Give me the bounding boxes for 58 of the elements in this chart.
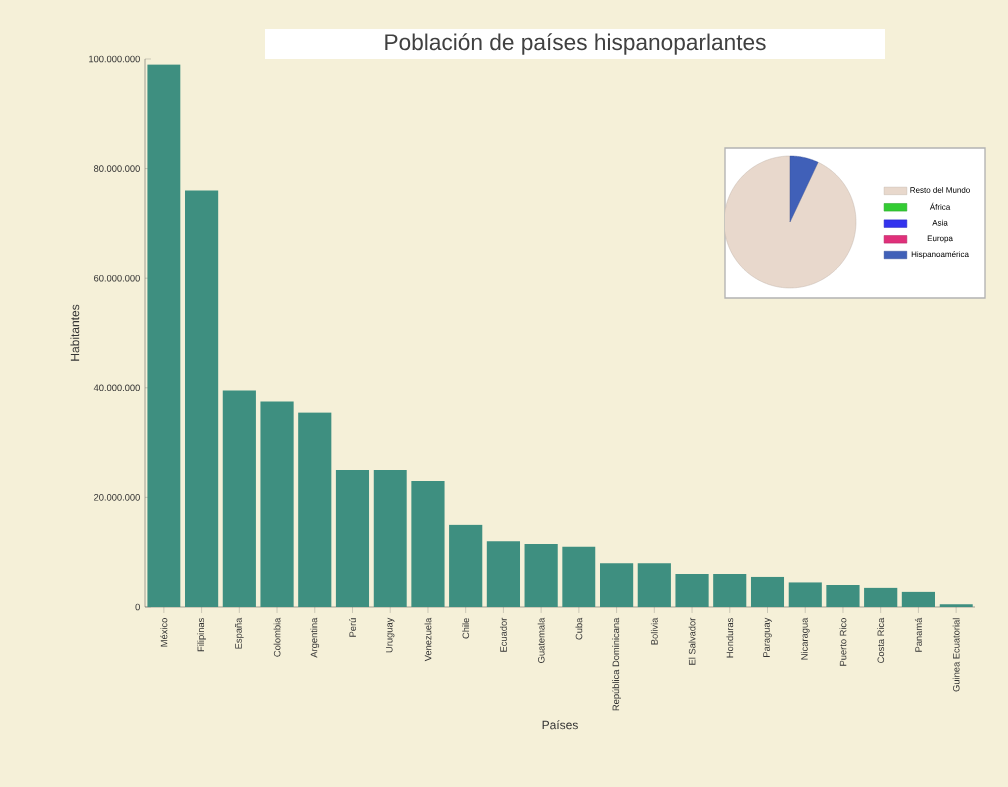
x-tick-label: El Salvador [688,617,696,665]
x-axis-title: Países [542,720,578,730]
bar [184,190,219,607]
x-tick-label: España [235,617,244,649]
x-tick-label: Bolivia [650,617,658,645]
x-tick-label: Chile [462,618,470,639]
bar [562,546,596,607]
x-tick-label: República Dominicana [612,617,622,711]
x-tick-label: Uruguay [386,617,395,653]
category-label: África [929,202,951,210]
bar [298,412,332,607]
bar [449,524,483,607]
bar [373,469,407,607]
bar [713,574,747,607]
x-tick-label: Puerto Rico [839,618,847,666]
y-tick-label: 40.000.000 [93,384,140,392]
category-label: Europa [927,235,953,243]
category-label: Asia [932,219,948,226]
bar [901,591,936,607]
bar [222,390,256,607]
bar [411,480,445,607]
x-tick-label: Cuba [575,617,583,640]
y-tick-label: 60.000.000 [94,274,140,282]
bar [750,576,785,607]
x-tick-label: Colombia [273,617,281,657]
bar [335,469,370,607]
bar [675,574,709,607]
x-tick-label: Filipinas [197,618,206,652]
x-tick-label: Perú [349,618,356,637]
chart-title: Población de países hispanoparlantes [385,33,766,55]
legend-label: Hispanoamérica [911,251,969,259]
x-tick-label: Guatemala [537,617,545,663]
bar [637,563,671,607]
bar [486,541,521,607]
y-tick-label: 80.000.000 [93,165,140,172]
x-tick-label: Guinea Ecuatorial [952,618,960,692]
y-axis-title: Habitantes [70,304,80,361]
x-tick-label: Ecuador [499,617,507,652]
x-tick-label: Nicaragua [800,617,810,660]
x-tick-label: Costa Rica [877,617,885,663]
bar [864,587,898,607]
x-tick-label: Honduras [726,618,734,658]
y-tick-label: 20.000.000 [94,494,140,501]
x-tick-label: México [160,618,168,647]
x-tick-label: Panamá [914,617,922,652]
y-tick-label: 0 [135,603,140,611]
x-tick-label: Paraguay [763,617,772,657]
bar [939,604,973,607]
y-tick-label: 100.000.000 [89,55,140,63]
bar [260,401,294,607]
bar [599,563,634,607]
x-tick-label: Argentina [310,617,320,658]
bar [147,64,181,607]
bar [788,582,822,607]
legend-label: Resto del Mundo [910,187,970,193]
bar [524,543,558,607]
x-tick-label: Venezuela [424,617,432,662]
bar [826,585,860,607]
